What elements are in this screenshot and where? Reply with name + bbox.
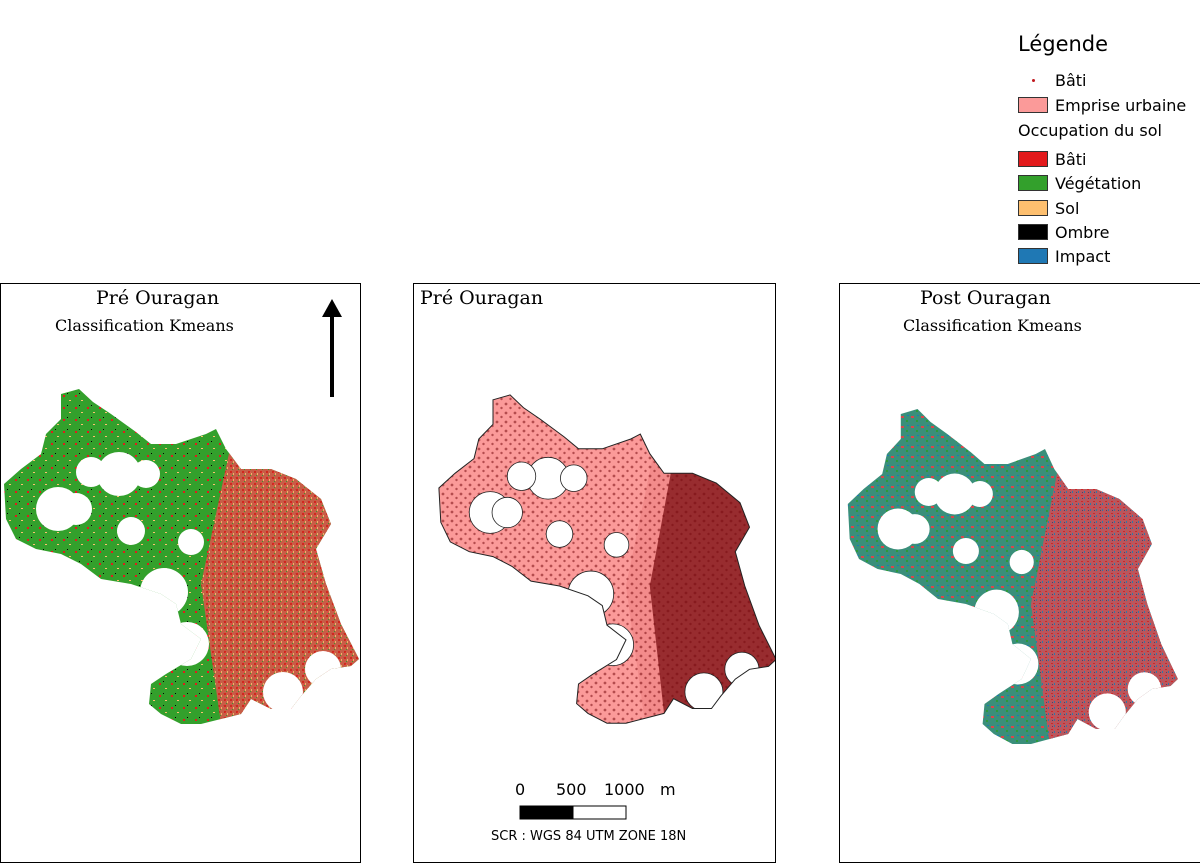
- map-pre-classification: [4, 299, 359, 724]
- legend-item-label: Ombre: [1055, 222, 1110, 242]
- legend-class-sol: Sol: [1018, 198, 1079, 218]
- north-arrow-icon: [322, 299, 342, 397]
- legend-class-impact: Impact: [1018, 246, 1110, 266]
- legend-swatch: [1018, 224, 1048, 240]
- scale-label-1000: 1000: [604, 780, 645, 799]
- panel-title: Pré Ouragan: [420, 287, 544, 309]
- legend-class-bati: Bâti: [1018, 149, 1087, 169]
- map-panel-pre-classification: Pré Ouragan Classification Kmeans: [0, 283, 361, 863]
- map-panel-post-classification: Post Ouragan Classification Kmeans: [839, 283, 1200, 863]
- legend-item-label: Végétation: [1055, 173, 1142, 193]
- scale-label-0: 0: [515, 780, 526, 799]
- legend-swatch: [1018, 248, 1048, 264]
- panel-title: Pré Ouragan: [96, 287, 220, 309]
- legend-class-vegetation: Végétation: [1018, 173, 1141, 193]
- legend-item-emprise-urbaine: Emprise urbaine: [1018, 95, 1186, 115]
- map-pre-urban: [438, 394, 775, 820]
- legend-item-label: Emprise urbaine: [1055, 95, 1187, 115]
- crs-label: SCR : WGS 84 UTM ZONE 18N: [491, 829, 687, 844]
- scale-bar: [519, 805, 627, 820]
- legend-class-ombre: Ombre: [1018, 222, 1109, 242]
- legend-item-bati-points: Bâti: [1018, 70, 1087, 90]
- panel-subtitle: Classification Kmeans: [903, 316, 1082, 335]
- legend-section-title: Occupation du sol: [1018, 121, 1162, 140]
- legend-dot: [1031, 78, 1035, 82]
- panel-subtitle: Classification Kmeans: [55, 316, 234, 335]
- legend-swatch: [1018, 200, 1048, 216]
- legend-swatch: [1018, 151, 1048, 167]
- legend-item-label: Impact: [1055, 246, 1111, 266]
- map-post-classification: [847, 409, 1178, 744]
- legend-title: Légende: [1018, 32, 1109, 56]
- legend-swatch: [1018, 97, 1048, 113]
- legend-item-label: Sol: [1055, 198, 1080, 218]
- point-symbol-icon: [1018, 72, 1048, 88]
- legend-swatch: [1018, 175, 1048, 191]
- scale-unit: m: [660, 780, 676, 799]
- legend-item-label: Bâti: [1055, 70, 1087, 90]
- panel-title: Post Ouragan: [920, 287, 1051, 309]
- scale-label-500: 500: [556, 780, 587, 799]
- legend-item-label: Bâti: [1055, 149, 1087, 169]
- map-panel-pre-urban: Pré Ouragan 0 500 1000 m SCR : WGS 84 UT…: [413, 283, 776, 863]
